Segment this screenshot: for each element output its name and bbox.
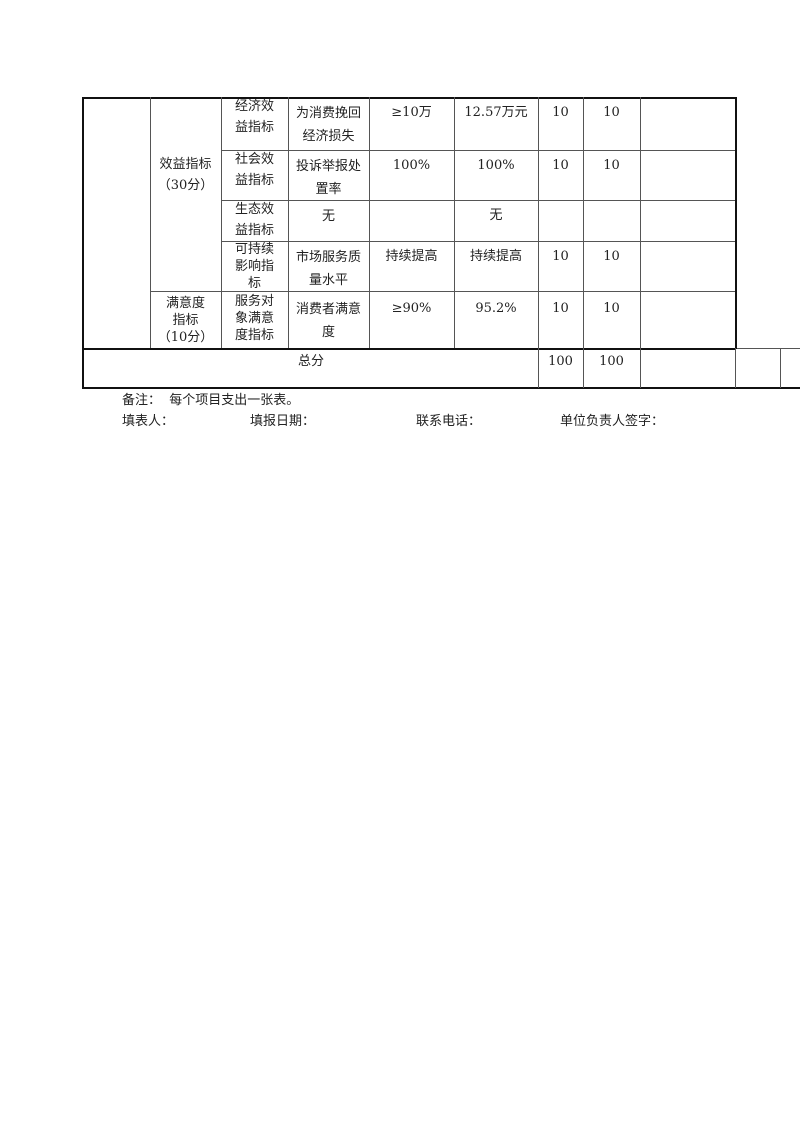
date-label: 填报日期： [250, 414, 316, 429]
table-border [150, 291, 735, 292]
score-value: 10 [603, 105, 620, 120]
table-border [369, 97, 370, 348]
actual-value: 12.57万元 [464, 105, 528, 120]
sub-indicator: 可持续 影响指 标 [234, 242, 274, 291]
table-border [640, 97, 641, 388]
sub-indicator: 社会效 益指标 [234, 152, 274, 188]
indicator-name: 市场服务质 量水平 [295, 250, 361, 288]
table-border [288, 97, 289, 348]
indicator-name: 为消费挽回 经济损失 [295, 106, 361, 144]
table-border [82, 97, 737, 99]
indicator-name: 投诉举报处 置率 [295, 159, 361, 197]
weight-value: 10 [552, 249, 569, 264]
target-value: ≥90% [391, 301, 432, 316]
table-border [454, 97, 455, 348]
table-border [221, 150, 735, 151]
table-border [735, 97, 737, 349]
table-border [538, 97, 539, 388]
indicator-name: 消费者满意 度 [295, 302, 361, 340]
table-border [221, 241, 735, 242]
category-benefit: 效益指标 （30分） [157, 157, 214, 193]
table-border [583, 97, 584, 388]
sub-indicator: 服务对 象满意 度指标 [234, 294, 274, 343]
weight-value: 10 [552, 158, 569, 173]
table-border [780, 348, 781, 388]
table-border [82, 348, 735, 350]
total-score: 100 [599, 354, 624, 369]
target-value: ≥10万 [391, 105, 432, 120]
score-value: 10 [603, 249, 620, 264]
table-border [221, 97, 222, 348]
actual-value: 无 [489, 208, 503, 223]
signature-label: 单位负责人签字： [560, 414, 665, 429]
actual-value: 持续提高 [469, 249, 522, 264]
indicator-name: 无 [321, 209, 335, 224]
note-text: 备注： 每个项目支出一张表。 [122, 393, 300, 408]
table-bottom-border [82, 387, 800, 389]
weight-value: 10 [552, 301, 569, 316]
sub-indicator: 生态效 益指标 [234, 202, 274, 238]
table-border [150, 97, 151, 348]
score-value: 10 [603, 301, 620, 316]
total-weight: 100 [548, 354, 573, 369]
table-border [221, 200, 735, 201]
target-value: 持续提高 [385, 249, 438, 264]
category-satisfaction: 满意度 指标 （10分） [157, 296, 214, 345]
actual-value: 95.2% [475, 301, 517, 316]
target-value: 100% [392, 158, 431, 173]
table-border [735, 348, 800, 349]
actual-value: 100% [477, 158, 515, 173]
sub-indicator: 经济效 益指标 [234, 99, 274, 135]
table-border [735, 348, 736, 388]
table-border [82, 97, 84, 389]
weight-value: 10 [552, 105, 569, 120]
score-value: 10 [603, 158, 620, 173]
total-label: 总分 [297, 354, 324, 369]
phone-label: 联系电话： [416, 414, 482, 429]
filler-label: 填表人： [122, 414, 175, 429]
